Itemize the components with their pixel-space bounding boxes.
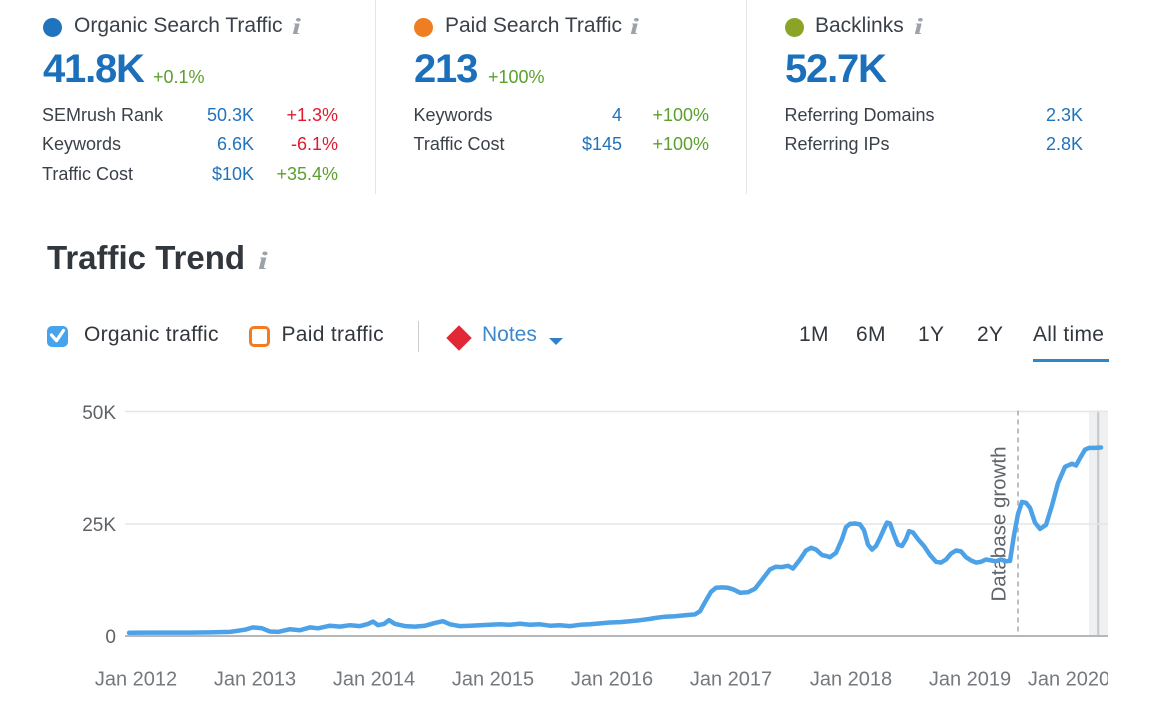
svg-text:0: 0	[105, 627, 116, 648]
svg-text:50K: 50K	[82, 403, 116, 424]
svg-text:Jan 2020: Jan 2020	[1028, 669, 1110, 691]
svg-text:Jan 2012: Jan 2012	[95, 669, 177, 691]
svg-text:Jan 2016: Jan 2016	[571, 669, 653, 691]
svg-text:25K: 25K	[82, 515, 116, 536]
svg-text:Database growth: Database growth	[988, 447, 1011, 602]
svg-text:Jan 2017: Jan 2017	[690, 669, 772, 691]
svg-text:Jan 2015: Jan 2015	[452, 669, 534, 691]
svg-text:Jan 2019: Jan 2019	[929, 669, 1011, 691]
svg-text:Jan 2014: Jan 2014	[333, 669, 415, 691]
svg-text:Jan 2018: Jan 2018	[810, 669, 892, 691]
svg-text:Jan 2013: Jan 2013	[214, 669, 296, 691]
